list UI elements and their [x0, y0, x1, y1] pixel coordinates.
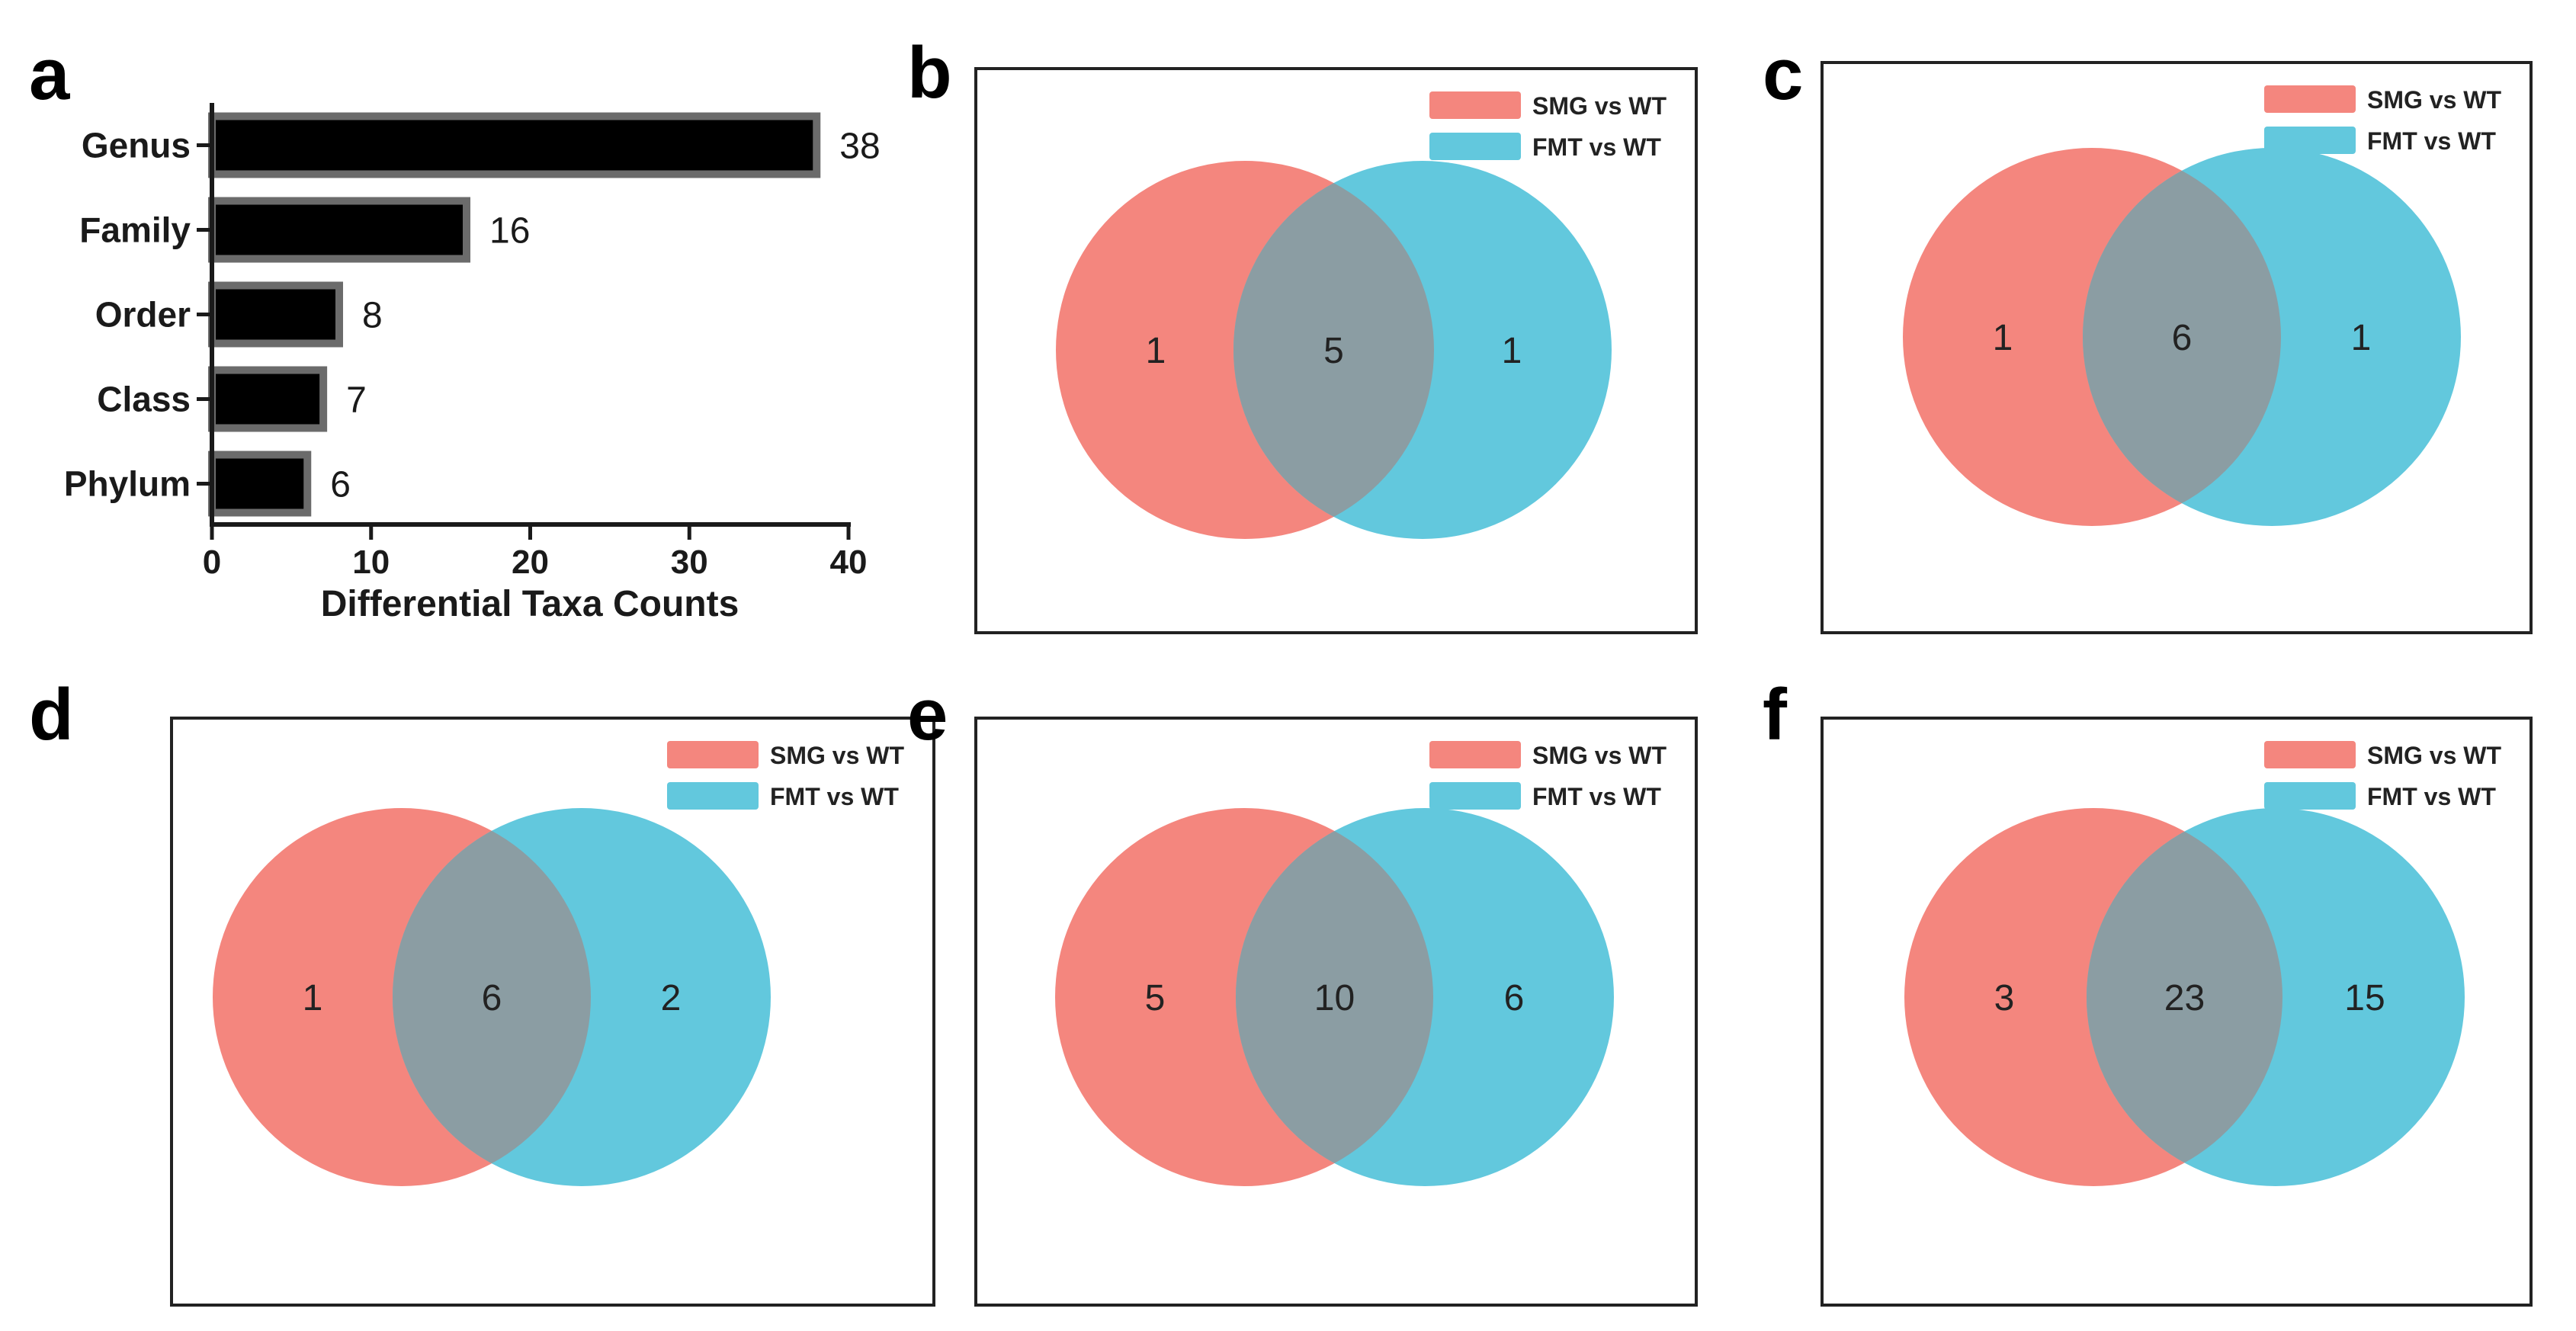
venn-count-shared: 6 — [482, 978, 502, 1018]
category-label-phylum: Phylum — [64, 464, 191, 504]
panel-c: c 1 6 1 SMG vs WT FMT vs WT — [1763, 34, 2533, 634]
venn-count-shared: 10 — [1314, 978, 1355, 1018]
venn-frame — [974, 717, 1698, 1307]
legend-label-smg: SMG vs WT — [2367, 86, 2501, 114]
venn-frame — [1821, 61, 2533, 634]
legend-swatch-smg — [667, 741, 759, 768]
venn-count-smg-only: 1 — [1146, 331, 1166, 371]
venn-count-shared: 6 — [2172, 318, 2193, 358]
panel-label-a: a — [29, 34, 70, 115]
venn-count-fmt-only: 15 — [2344, 978, 2385, 1018]
venn-count-fmt-only: 2 — [661, 978, 682, 1018]
category-label-class: Class — [97, 380, 191, 419]
panel-f: f 3 23 15 SMG vs WT FMT vs WT — [1763, 674, 2533, 1307]
panel-e: e 5 10 6 SMG vs WT FMT vs WT — [907, 674, 1698, 1307]
panel-label-b: b — [907, 32, 952, 114]
legend-swatch-smg — [1429, 91, 1521, 119]
legend-swatch-smg — [2264, 85, 2356, 113]
legend-label-fmt: FMT vs WT — [770, 783, 899, 810]
legend-label-fmt: FMT vs WT — [1532, 783, 1661, 810]
panel-a: a Genus 38 Family 16 Order 8 Class 7 Phylum 6 0 10 2… — [29, 34, 881, 624]
legend-label-smg: SMG vs WT — [1532, 92, 1667, 120]
data-label-genus: 38 — [839, 127, 880, 167]
panel-label-e: e — [907, 674, 948, 755]
venn-frame — [1821, 717, 2533, 1307]
legend-label-smg: SMG vs WT — [1532, 742, 1667, 769]
venn-overlap — [1236, 808, 1433, 1186]
panel-label-d: d — [29, 674, 74, 755]
bar-chart: Genus 38 Family 16 Order 8 Class 7 Phylum 6 0 10 20 3… — [64, 103, 881, 581]
x-tick-label-10: 10 — [352, 544, 390, 581]
legend-swatch-smg — [2264, 741, 2356, 768]
category-label-genus: Genus — [82, 126, 191, 165]
venn-count-fmt-only: 6 — [1504, 978, 1525, 1018]
venn-count-smg-only: 3 — [1994, 978, 2015, 1018]
legend-swatch-fmt — [1429, 133, 1521, 160]
data-label-order: 8 — [362, 296, 383, 336]
venn-overlap — [1233, 161, 1434, 539]
legend-swatch-fmt — [2264, 127, 2356, 154]
x-tick-label-30: 30 — [671, 544, 708, 581]
legend-label-fmt: FMT vs WT — [2367, 783, 2496, 810]
panel-b: b 1 5 1 SMG vs WT FMT vs WT — [907, 32, 1698, 634]
data-label-class: 7 — [346, 380, 367, 421]
venn-overlap — [393, 808, 591, 1186]
panel-d: d 1 6 2 SMG vs WT FMT vs WT — [29, 674, 935, 1307]
venn-overlap — [2087, 808, 2282, 1186]
category-label-order: Order — [95, 295, 191, 335]
bar-genus — [208, 112, 821, 178]
venn-count-smg-only: 1 — [1993, 318, 2013, 358]
legend-swatch-fmt — [2264, 782, 2356, 810]
venn-count-shared: 5 — [1323, 331, 1344, 371]
legend-swatch-fmt — [667, 782, 759, 810]
x-tick-label-20: 20 — [512, 544, 549, 581]
bar-class — [208, 366, 328, 432]
category-label-family: Family — [79, 210, 191, 250]
venn-count-smg-only: 5 — [1145, 978, 1166, 1018]
legend-swatch-fmt — [1429, 782, 1521, 810]
bar-family — [208, 197, 470, 263]
venn-count-smg-only: 1 — [303, 978, 323, 1018]
venn-frame — [974, 67, 1698, 634]
panel-label-c: c — [1763, 34, 1803, 115]
x-tick-label-0: 0 — [203, 544, 221, 581]
legend-swatch-smg — [1429, 741, 1521, 768]
venn-frame — [170, 717, 935, 1307]
x-tick-label-40: 40 — [830, 544, 868, 581]
x-axis-label: Differential Taxa Counts — [321, 584, 739, 624]
bar-order — [208, 281, 343, 348]
venn-count-fmt-only: 1 — [1502, 331, 1522, 371]
venn-count-fmt-only: 1 — [2351, 318, 2372, 358]
panel-label-f: f — [1763, 674, 1788, 755]
legend-label-fmt: FMT vs WT — [2367, 127, 2496, 155]
bar-phylum — [208, 451, 312, 517]
venn-overlap — [2083, 148, 2281, 526]
legend-label-smg: SMG vs WT — [2367, 742, 2501, 769]
legend-label-fmt: FMT vs WT — [1532, 133, 1661, 161]
legend-label-smg: SMG vs WT — [770, 742, 904, 769]
data-label-phylum: 6 — [330, 465, 351, 505]
data-label-family: 16 — [489, 211, 530, 252]
venn-count-shared: 23 — [2164, 978, 2205, 1018]
